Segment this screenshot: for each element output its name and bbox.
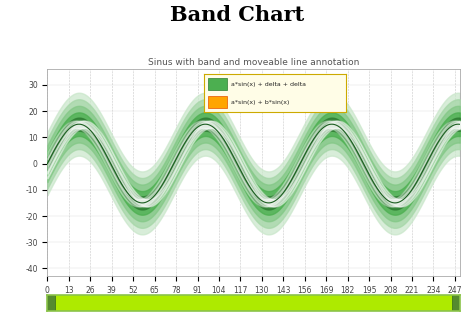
Bar bbox=[208, 96, 227, 108]
Title: Sinus with band and moveable line annotation: Sinus with band and moveable line annota… bbox=[148, 58, 359, 67]
Bar bbox=[208, 78, 227, 90]
Text: a*sin(x) + delta + delta: a*sin(x) + delta + delta bbox=[231, 82, 306, 87]
Bar bbox=[47, 295, 55, 311]
Text: Band Chart: Band Chart bbox=[170, 5, 304, 25]
Text: a*sin(x) + b*sin(x): a*sin(x) + b*sin(x) bbox=[231, 100, 289, 105]
Bar bbox=[452, 295, 460, 311]
